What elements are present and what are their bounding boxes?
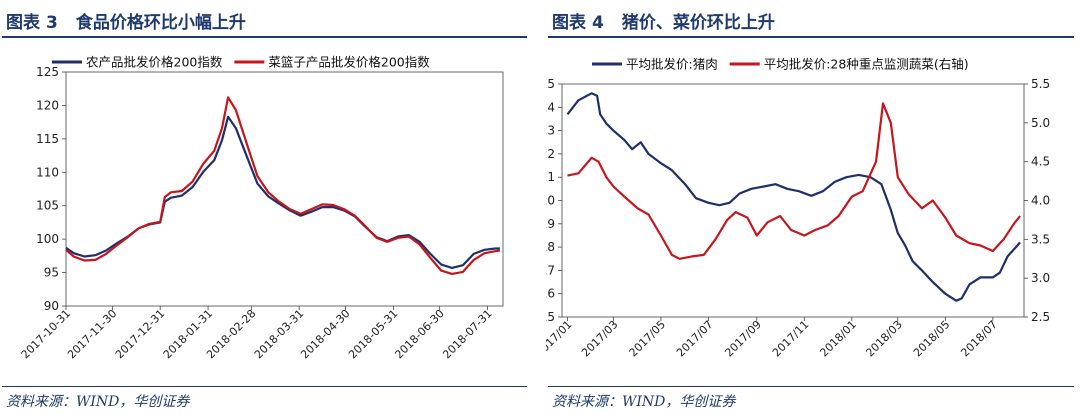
x-tick-label: 2017/09 (722, 318, 764, 360)
x-tick-label: 2017/05 (627, 318, 669, 360)
y-tick-label: 25 (546, 77, 555, 91)
figure-title-text: 猪价、菜价环比上升 (621, 13, 775, 33)
y-tick-label: 90 (44, 299, 59, 313)
x-tick-label: 2018-04-30 (298, 307, 352, 361)
y-tick-label: 17 (546, 263, 555, 277)
x-tick-label: 2017-11-30 (65, 307, 119, 361)
x-tick-label: 2018-07-31 (440, 307, 494, 361)
x-tick-label: 2018/03 (863, 318, 905, 360)
x-tick-label: 2018/05 (911, 318, 953, 360)
y2-tick-label: 4.5 (1031, 155, 1050, 169)
y-tick-label: 19 (546, 217, 555, 231)
y-tick-label: 21 (546, 170, 555, 184)
legend-label-1: 农产品批发价格200指数 (86, 55, 223, 70)
series-line-2 (65, 96, 501, 275)
x-tick-label: 2017/03 (579, 318, 621, 360)
y2-tick-label: 3.0 (1031, 271, 1050, 285)
figure-label: 图表 (6, 13, 40, 33)
x-tick-label: 2018-06-30 (392, 307, 446, 361)
x-tick-label: 2017-12-31 (113, 307, 167, 361)
source-rule (548, 386, 1074, 387)
y-tick-label: 105 (36, 199, 59, 213)
y-tick-label: 18 (546, 240, 555, 254)
plot-frame (65, 71, 504, 307)
y-tick-label: 100 (36, 232, 59, 246)
x-tick-label: 2017/01 (546, 318, 575, 360)
series-line-1 (566, 92, 1021, 302)
y-tick-label: 20 (546, 194, 555, 208)
legend-label-2: 平均批发价:28种重点监测蔬菜(右轴) (764, 57, 969, 72)
line-chart: 15 16 17 18 19 20 21 22 23 24 25 2.5 3.0 3.5 4.0 4.5 5.0… (546, 57, 1050, 360)
figure-number: 4 (592, 13, 604, 33)
legend-label-1: 平均批发价:猪肉 (626, 57, 718, 72)
legend-label-2: 菜篮子产品批发价格200指数 (268, 55, 430, 70)
series-line-1 (65, 115, 500, 269)
line-chart: 90951001051101151201252017-10-312017-11-… (19, 55, 504, 361)
x-tick-label: 2017/07 (674, 318, 716, 360)
figure-title: 图表 3 食品价格环比小幅上升 (6, 8, 246, 33)
right-figure-panel: 图表 4 猪价、菜价环比上升 15 16 17 18 19 20 21 22 23 24 25 2.5 3.… (546, 0, 1080, 414)
x-tick-label: 2018/01 (817, 318, 859, 360)
y2-tick-label: 2.5 (1031, 310, 1050, 324)
x-tick-label: 2017/11 (770, 318, 812, 360)
series-line-2 (567, 102, 1021, 260)
source-rule (2, 386, 527, 387)
y-tick-label: 16 (546, 287, 555, 301)
source-note: 资料来源：WIND，华创证券 (552, 394, 736, 410)
y-tick-label: 110 (36, 165, 59, 179)
left-figure-panel: 图表 3 食品价格环比小幅上升 90 95 100 105 110 115 120 125 2017… (0, 0, 533, 414)
y2-tick-label: 5.5 (1031, 77, 1050, 91)
y-tick-label: 95 (44, 266, 59, 280)
title-rule (548, 36, 1074, 38)
y-tick-label: 22 (546, 147, 555, 161)
y-tick-label: 15 (546, 310, 555, 324)
y-tick-label: 24 (546, 100, 555, 114)
figure-number: 3 (46, 13, 58, 33)
y-tick-label: 120 (36, 98, 59, 112)
source-note: 资料来源：WIND，华创证券 (6, 394, 190, 410)
y-tick-label: 125 (36, 65, 59, 79)
y2-tick-label: 4.0 (1031, 194, 1050, 208)
plot-frame (561, 83, 1025, 318)
figure-label: 图表 (552, 13, 586, 33)
y2-tick-label: 5.0 (1031, 116, 1050, 130)
y-tick-label: 23 (546, 124, 555, 138)
y-tick-label: 115 (36, 132, 59, 146)
title-rule (2, 36, 527, 38)
y2-tick-label: 3.5 (1031, 232, 1050, 246)
figure-title-text: 食品价格环比小幅上升 (75, 13, 246, 33)
x-tick-label: 2018/07 (958, 318, 1000, 360)
figure-title: 图表 4 猪价、菜价环比上升 (552, 8, 775, 33)
